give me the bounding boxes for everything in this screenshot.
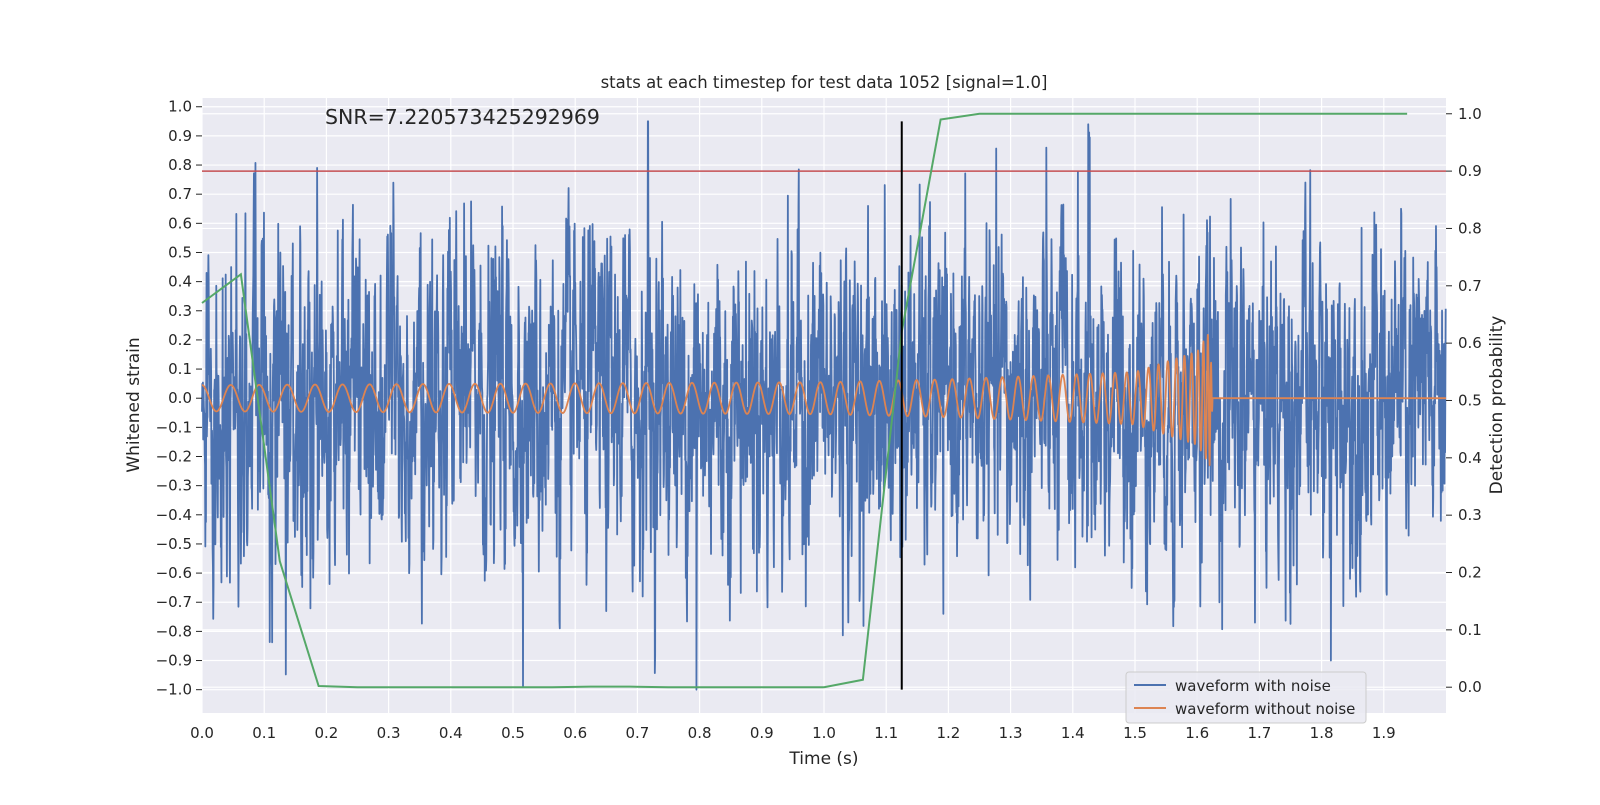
y-right-tick-label: 0.6 bbox=[1458, 334, 1482, 352]
chart-title: stats at each timestep for test data 105… bbox=[601, 73, 1048, 92]
y-left-tick-label: 0.4 bbox=[168, 273, 192, 291]
y-right-tick-label: 0.3 bbox=[1458, 506, 1482, 524]
x-tick-label: 0.9 bbox=[750, 724, 774, 742]
x-tick-label: 1.1 bbox=[874, 724, 898, 742]
y-right-tick-label: 1.0 bbox=[1458, 105, 1482, 123]
y-left-tick-label: 1.0 bbox=[168, 98, 192, 116]
y-left-tick-label: 0.9 bbox=[168, 127, 192, 145]
x-tick-label: 1.5 bbox=[1123, 724, 1147, 742]
y-left-tick-label: −0.2 bbox=[156, 448, 192, 466]
y-left-tick-label: −1.0 bbox=[156, 681, 192, 699]
y-right-tick-label: 0.8 bbox=[1458, 219, 1482, 237]
legend: waveform with noise waveform without noi… bbox=[1125, 671, 1367, 724]
x-tick-label: 0.8 bbox=[688, 724, 712, 742]
series-line-waveform-with-noise bbox=[201, 120, 1447, 691]
y-right-tick-label: 0.0 bbox=[1458, 678, 1482, 696]
y-right-tick-label: 0.1 bbox=[1458, 621, 1482, 639]
y-left-tick-label: −0.4 bbox=[156, 506, 192, 524]
legend-box bbox=[1125, 671, 1367, 724]
y-left-tick-label: −0.7 bbox=[156, 593, 192, 611]
y-left-tick-label: −0.5 bbox=[156, 535, 192, 553]
x-tick-label: 0.7 bbox=[625, 724, 649, 742]
x-tick-label: 1.6 bbox=[1185, 724, 1209, 742]
x-tick-label: 0.2 bbox=[314, 724, 338, 742]
y-right-tick-label: 0.7 bbox=[1458, 277, 1482, 295]
y-left-tick-label: −0.3 bbox=[156, 477, 192, 495]
y-left-tick-label: 0.1 bbox=[168, 360, 192, 378]
y-right-tick-label: 0.4 bbox=[1458, 449, 1482, 467]
y-left-tick-label: −0.8 bbox=[156, 622, 192, 640]
x-tick-label: 0.5 bbox=[501, 724, 525, 742]
x-tick-label: 1.8 bbox=[1310, 724, 1334, 742]
y-axis-label-right: Detection probability bbox=[1487, 316, 1507, 495]
y-axis-label-left: Whitened strain bbox=[124, 337, 144, 472]
x-tick-label: 0.0 bbox=[190, 724, 214, 742]
y-left-tick-label: 0.8 bbox=[168, 156, 192, 174]
tick-labels: 0.0 0.1 0.2 0.3 0.4 0.5 0.6 0.7 0.8 0.9 1.0 1.1 1.2 1… bbox=[156, 98, 1482, 742]
x-tick-label: 1.0 bbox=[812, 724, 836, 742]
legend-label-waveform-with-noise: waveform with noise bbox=[1175, 677, 1331, 695]
y-right-tick-label: 0.9 bbox=[1458, 162, 1482, 180]
x-tick-label: 0.3 bbox=[377, 724, 401, 742]
y-left-tick-label: −0.9 bbox=[156, 652, 192, 670]
x-tick-label: 1.7 bbox=[1247, 724, 1271, 742]
x-tick-label: 0.4 bbox=[439, 724, 463, 742]
x-tick-label: 1.9 bbox=[1372, 724, 1396, 742]
series-layer bbox=[201, 112, 1447, 691]
y-right-tick-label: 0.5 bbox=[1458, 391, 1482, 409]
y-left-tick-label: 0.2 bbox=[168, 331, 192, 349]
snr-annotation: SNR=7.220573425292969 bbox=[325, 105, 600, 129]
x-tick-label: 0.1 bbox=[252, 724, 276, 742]
x-tick-label: 1.2 bbox=[936, 724, 960, 742]
x-tick-label: 1.3 bbox=[999, 724, 1023, 742]
y-right-tick-label: 0.2 bbox=[1458, 564, 1482, 582]
x-tick-label: 1.4 bbox=[1061, 724, 1085, 742]
y-left-tick-label: −0.6 bbox=[156, 564, 192, 582]
y-left-tick-label: 0.3 bbox=[168, 302, 192, 320]
y-left-tick-label: 0.0 bbox=[168, 389, 192, 407]
y-left-tick-label: −0.1 bbox=[156, 418, 192, 436]
series-line-detection-probability bbox=[201, 112, 1408, 689]
legend-label-waveform-without-noise: waveform without noise bbox=[1175, 700, 1355, 718]
y-left-tick-label: 0.7 bbox=[168, 185, 192, 203]
y-left-tick-label: 0.6 bbox=[168, 214, 192, 232]
x-tick-label: 0.6 bbox=[563, 724, 587, 742]
x-axis-label: Time (s) bbox=[788, 749, 858, 769]
y-left-tick-label: 0.5 bbox=[168, 243, 192, 261]
series-line-waveform-without-noise bbox=[201, 333, 1447, 467]
